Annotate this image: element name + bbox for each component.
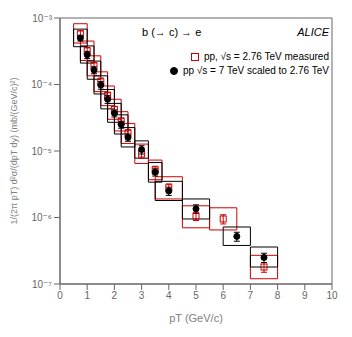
html-text:ALICE: ALICE xyxy=(297,26,329,38)
html-text:b (→ c) → e: b (→ c) → e xyxy=(142,26,202,38)
svg-text:2: 2 xyxy=(112,290,118,301)
svg-text:10⁻⁶: 10⁻⁶ xyxy=(31,212,52,223)
svg-text:10⁻⁴: 10⁻⁴ xyxy=(31,79,52,90)
svg-text:1/(2π pT) d²σ/(dpT dy) (mb/(Ge: 1/(2π pT) d²σ/(dpT dy) (mb/(GeV/c)²) xyxy=(9,77,19,224)
svg-text:5: 5 xyxy=(193,290,199,301)
svg-text:7: 7 xyxy=(248,290,254,301)
svg-text:10⁻⁵: 10⁻⁵ xyxy=(31,146,52,157)
svg-text:10: 10 xyxy=(326,290,338,301)
html-text:pp, √s = 2.76 TeV measured: pp, √s = 2.76 TeV measured xyxy=(203,51,329,62)
svg-text:0: 0 xyxy=(57,290,63,301)
svg-text:6: 6 xyxy=(220,290,226,301)
svg-text:1: 1 xyxy=(84,290,90,301)
svg-text:pT (GeV/c): pT (GeV/c) xyxy=(169,312,223,324)
html-text:pp √s = 7 TeV scaled to 2.76 T: pp √s = 7 TeV scaled to 2.76 TeV xyxy=(182,65,329,76)
svg-text:4: 4 xyxy=(166,290,172,301)
svg-text:9: 9 xyxy=(302,290,308,301)
svg-text:10⁻³: 10⁻³ xyxy=(32,13,52,24)
svg-text:3: 3 xyxy=(139,290,145,301)
svg-text:8: 8 xyxy=(275,290,281,301)
svg-text:10⁻⁷: 10⁻⁷ xyxy=(32,279,52,290)
